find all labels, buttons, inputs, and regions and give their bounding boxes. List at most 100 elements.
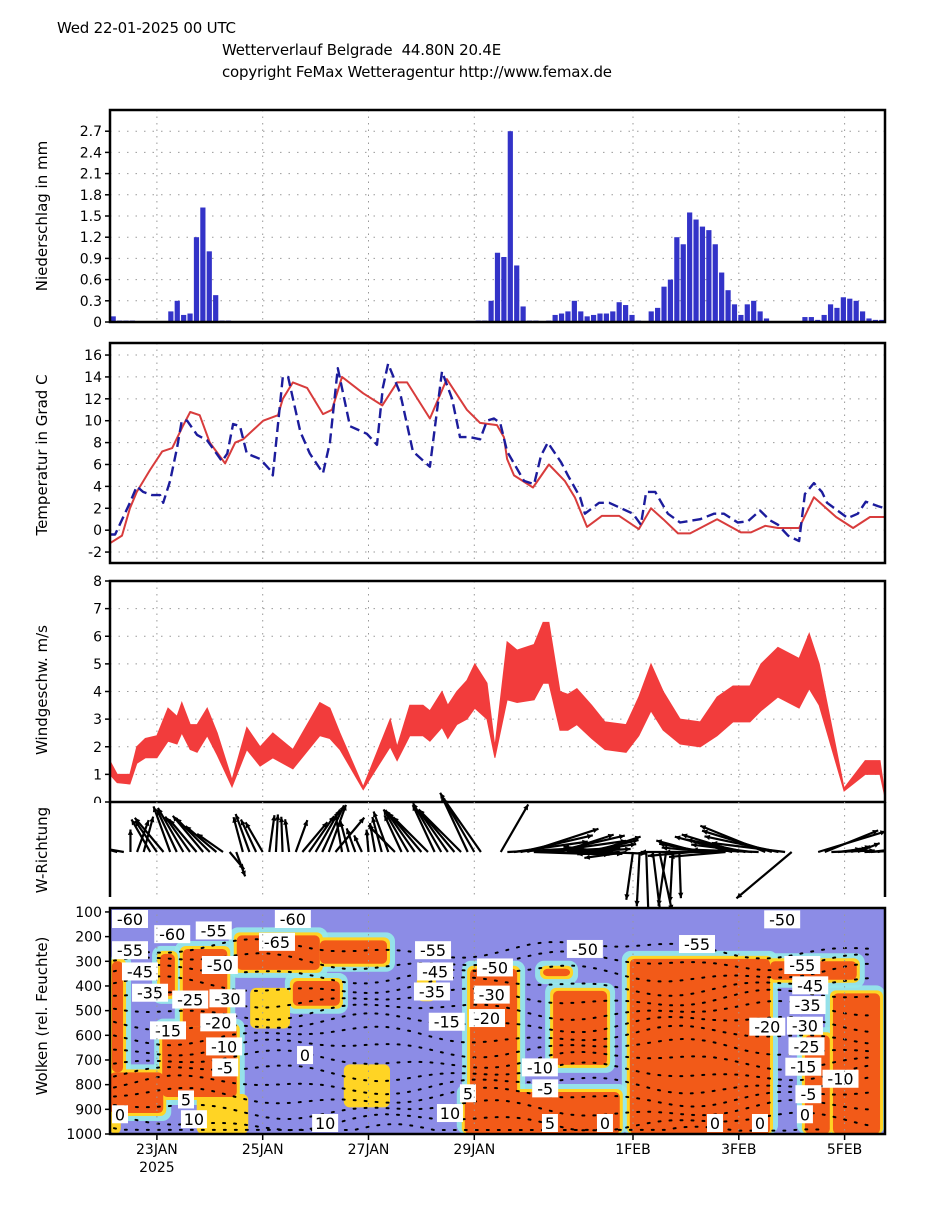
temperature-contour bbox=[113, 1098, 875, 1120]
wind-arrow-shaft bbox=[526, 827, 599, 854]
wind-arrow-shaft bbox=[133, 817, 165, 853]
contour-label: 10 bbox=[180, 1110, 207, 1129]
wind-arrow-shaft bbox=[382, 808, 410, 853]
contour-label-box bbox=[112, 910, 148, 928]
y-tick-label: 1000 bbox=[66, 1127, 102, 1143]
temperature-contour bbox=[113, 1037, 875, 1059]
chart-title: Wetterverlauf Belgrade 44.80N 20.4E bbox=[222, 41, 501, 59]
contour-label-box bbox=[706, 1114, 723, 1132]
wind-arrow-head bbox=[674, 835, 681, 841]
wind-arrow-head bbox=[275, 814, 281, 820]
wind-arrow bbox=[321, 804, 345, 853]
contour-label-box bbox=[200, 1013, 237, 1032]
wind-arrow-head bbox=[235, 814, 240, 821]
contour-label: -5 bbox=[795, 1085, 822, 1104]
contour-label-text: -5 bbox=[537, 1079, 553, 1098]
y-tick-label: 800 bbox=[75, 1078, 102, 1094]
wind-arrow bbox=[239, 819, 258, 853]
contour-label: 0 bbox=[112, 1105, 128, 1124]
wind-arrow-shaft bbox=[645, 851, 650, 915]
contour-label-text: -35 bbox=[419, 982, 445, 1001]
contour-label: -55 bbox=[415, 941, 452, 960]
wind-arrow-head bbox=[702, 829, 708, 835]
contour-label-box bbox=[792, 976, 829, 995]
contour-label-text: 0 bbox=[600, 1114, 610, 1133]
contour-label-text: -10 bbox=[211, 1037, 237, 1056]
contour-label-text: -45 bbox=[797, 976, 823, 995]
contour-label: -55 bbox=[195, 921, 232, 940]
precip-bar bbox=[808, 317, 814, 322]
precip-bar bbox=[661, 286, 667, 322]
y-tick-label: 2 bbox=[93, 501, 102, 517]
temperature-contour bbox=[113, 1012, 875, 1034]
precip-bar bbox=[488, 300, 494, 322]
left-mask bbox=[0, 803, 109, 897]
y-tick-label: 6 bbox=[93, 629, 102, 645]
precip-bar bbox=[738, 314, 744, 322]
panel-border-2 bbox=[108, 579, 887, 804]
y-tick-label: 100 bbox=[75, 905, 102, 921]
contour-label-box bbox=[172, 990, 209, 1009]
cloud-region bbox=[236, 935, 320, 970]
contour-label-text: -35 bbox=[137, 984, 163, 1003]
contour-label-text: -45 bbox=[127, 962, 153, 981]
contour-label: -10 bbox=[521, 1058, 558, 1077]
wind-arrow-head bbox=[185, 826, 192, 832]
x-tick-label: 23JAN bbox=[136, 1142, 178, 1158]
contour-label-text: 5 bbox=[545, 1114, 555, 1133]
contour-label-text: -60 bbox=[280, 910, 306, 929]
contour-label-text: 0 bbox=[755, 1114, 765, 1133]
contour-label-text: -20 bbox=[754, 1018, 780, 1037]
precip-bar bbox=[648, 311, 654, 322]
temperature-contour bbox=[113, 1111, 875, 1132]
wind-arrow-head bbox=[240, 870, 246, 877]
wind-arrow-shaft bbox=[678, 851, 682, 899]
contour-label-box bbox=[596, 1114, 613, 1132]
contour-label-box bbox=[312, 1114, 339, 1132]
temperature-contour bbox=[113, 1086, 875, 1108]
wind-arrow-head bbox=[661, 845, 668, 851]
contour-label-text: 0 bbox=[800, 1105, 810, 1124]
y-tick-label: 14 bbox=[84, 370, 102, 386]
wind-arrow bbox=[294, 819, 309, 853]
contour-label-box bbox=[476, 958, 513, 977]
contour-label-box bbox=[212, 1058, 239, 1077]
wind-arrow-head bbox=[659, 842, 665, 848]
wind-arrow-head bbox=[176, 818, 182, 824]
contour-label-box bbox=[428, 1012, 465, 1031]
cloud-region bbox=[110, 1072, 164, 1114]
wind-arrow bbox=[372, 811, 390, 853]
contour-label: -50 bbox=[764, 910, 801, 929]
contour-label: -25 bbox=[788, 1037, 825, 1056]
wind-arrow bbox=[127, 829, 134, 852]
wind-arrow-head bbox=[664, 849, 671, 855]
cloud-region bbox=[629, 958, 771, 1134]
y-tick-label: 7 bbox=[93, 602, 102, 618]
precip-bar bbox=[834, 307, 840, 322]
contour-label-box bbox=[201, 955, 238, 974]
wind-arrow-head bbox=[577, 851, 583, 857]
precip-bar bbox=[514, 265, 520, 322]
contour-label-box bbox=[789, 996, 826, 1015]
wind-arrow-head bbox=[667, 896, 673, 903]
wind-arrow-head bbox=[283, 819, 289, 825]
wind-arrow-shaft bbox=[152, 806, 172, 853]
wind-arrow-head bbox=[346, 828, 351, 835]
wind-arrow-head bbox=[134, 817, 141, 824]
wind-arrow-shaft bbox=[175, 817, 211, 853]
wind-arrow bbox=[664, 849, 719, 855]
wind-arrow-shaft bbox=[156, 807, 185, 853]
contour-label-box bbox=[121, 962, 158, 981]
wind-arrow-head bbox=[586, 833, 593, 840]
contour-label: 0 bbox=[706, 1114, 723, 1133]
wind-arrow bbox=[268, 815, 277, 853]
wind-arrow-head bbox=[523, 804, 529, 811]
wind-arrow-head bbox=[245, 822, 251, 829]
temperature-line-red bbox=[109, 375, 885, 545]
contour-label-text: 10 bbox=[440, 1104, 460, 1123]
precip-bar bbox=[853, 300, 859, 322]
contour-label-text: -50 bbox=[207, 956, 233, 975]
temperature-contour bbox=[113, 1061, 875, 1083]
wind-arrow-head bbox=[640, 849, 647, 855]
precip-bar bbox=[558, 313, 565, 322]
